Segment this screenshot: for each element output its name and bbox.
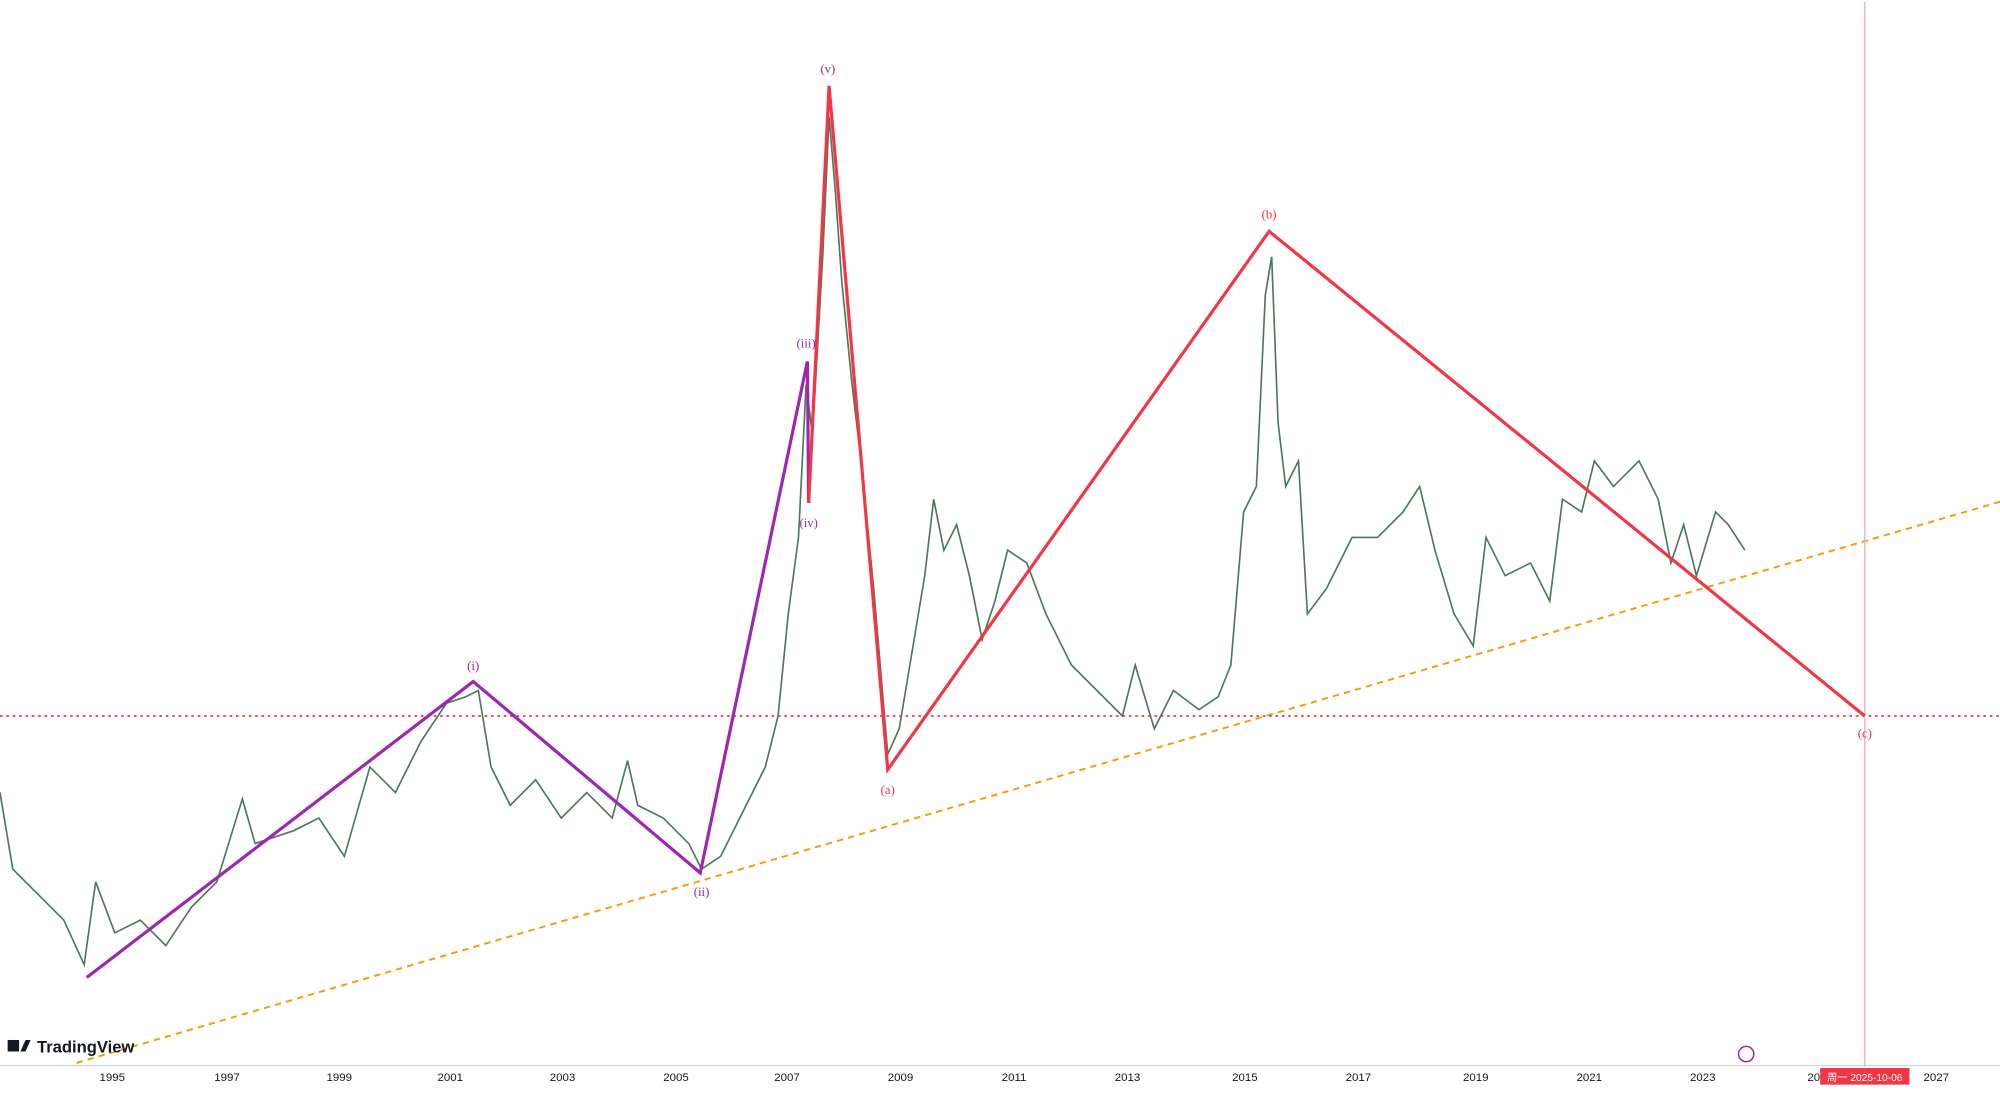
x-tick-label: 2015 [1232,1072,1258,1084]
x-tick-label: 2009 [888,1072,914,1084]
x-tick-label: 2011 [1002,1072,1027,1084]
x-tick-label: 2017 [1346,1072,1372,1084]
logo: TradingView [7,1038,134,1057]
x-tick-label: 2013 [1115,1072,1141,1084]
wave-label: (ii) [694,885,710,899]
x-tick-label: 2003 [550,1072,576,1084]
price-series [0,116,1746,968]
wave-label: (i) [467,659,479,673]
x-tick-label: 1995 [99,1072,125,1084]
x-tick-label: 2007 [774,1072,800,1084]
x-tick-label: 1999 [327,1072,353,1084]
x-tick-label: 2023 [1690,1072,1716,1084]
logo-text: TradingView [37,1038,134,1057]
x-tick-label: 2001 [437,1072,463,1084]
wave-label: (b) [1262,208,1277,222]
x-tick-label: 1997 [214,1072,240,1084]
date-label: 周一 2025-10-06 [1827,1072,1903,1084]
wave-label: (c) [1858,727,1872,741]
x-tick-label: 2019 [1463,1072,1489,1084]
date-label-bg [1820,1068,1910,1085]
x-tick-label: 2021 [1577,1072,1603,1084]
wave-label: (v) [820,62,835,76]
logo-icon [7,1039,20,1052]
crosshair-date: 周一 2025-10-06 [1820,1068,1910,1085]
trendline [76,500,2000,1064]
x-tick-label: 2005 [663,1072,689,1084]
x-axis: 1995 1997 1999 2001 2003 2005 2007 2009 2011 2013… [99,1072,1948,1084]
x-tick-label: 2027 [1923,1072,1949,1084]
alert-icon[interactable] [1737,1045,1755,1063]
wave-label: (iii) [797,336,816,350]
impulse-wave [85,361,811,979]
wave-label: (iv) [799,516,817,530]
wave-label: (a) [881,783,895,797]
corrective-wave [807,85,1866,775]
logo-icon [20,1039,31,1052]
